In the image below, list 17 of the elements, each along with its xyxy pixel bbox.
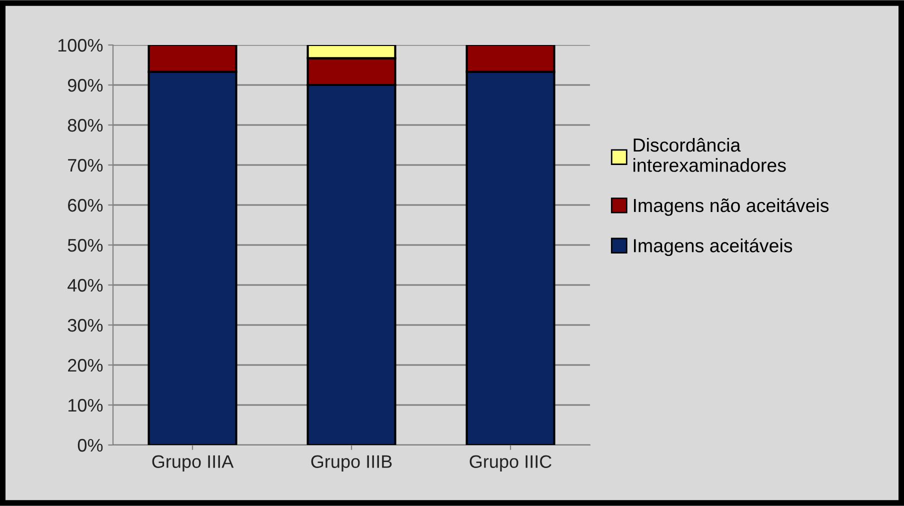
y-tick-label: 60% xyxy=(68,198,103,212)
y-tick-label: 20% xyxy=(68,358,103,372)
legend-label: Imagens não aceitáveis xyxy=(634,198,829,216)
y-tick-label: 80% xyxy=(68,118,103,132)
legend-label: Imagens aceitáveis xyxy=(634,238,792,256)
legend-label: Discordância interexaminadores xyxy=(634,138,786,172)
x-tick-label: Grupo IIIB xyxy=(311,455,392,472)
y-tick-label: 100% xyxy=(58,38,103,52)
y-tick-label: 0% xyxy=(78,438,103,452)
y-tick-label: 30% xyxy=(68,318,103,332)
y-tick-label: 40% xyxy=(68,278,103,292)
x-tick-label: Grupo IIIA xyxy=(152,455,234,472)
y-tick-label: 70% xyxy=(68,158,103,172)
y-tick-label: 10% xyxy=(68,398,103,412)
y-tick-label: 50% xyxy=(68,238,103,252)
y-tick-label: 90% xyxy=(68,78,103,92)
x-tick-label: Grupo IIIC xyxy=(470,455,552,472)
